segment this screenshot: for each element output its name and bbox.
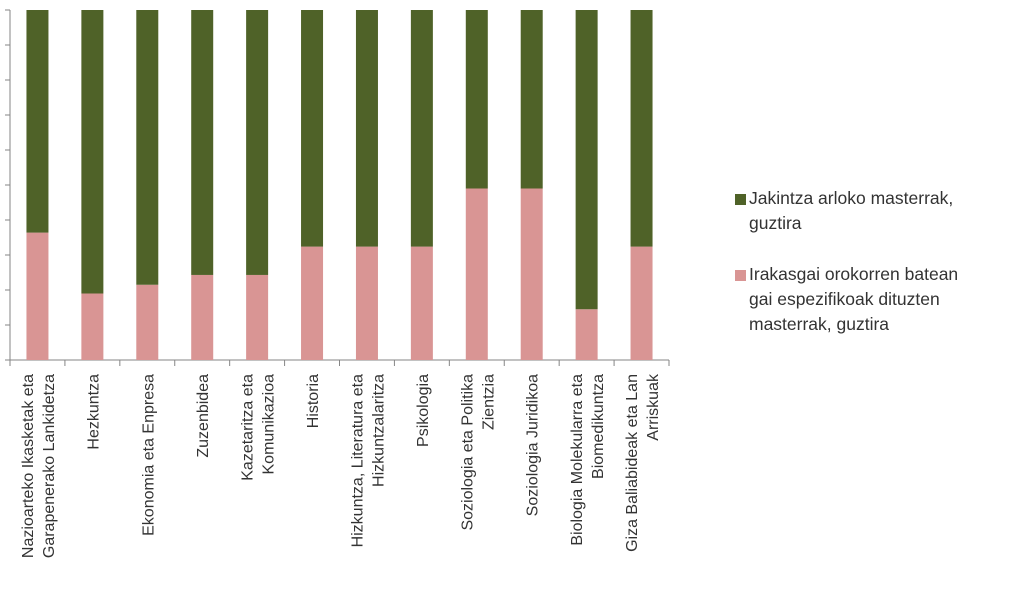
bar-segment-irakasgai [136,284,159,360]
bar-segment-jakintza [465,10,488,189]
legend-item-irakasgai: Irakasgai orokorren batean gai espezifik… [733,262,1019,337]
bar-segment-irakasgai [191,274,214,360]
bar-segment-irakasgai [465,188,488,360]
legend-label-jakintza-line1: Jakintza arloko masterrak, [749,188,954,208]
legend-item-jakintza: Jakintza arloko masterrak, guztira [733,186,1019,236]
legend-label-irakasgai-line3: masterrak, guztira [749,314,890,334]
bar-segment-jakintza [191,10,214,275]
x-tick-label: Soziologia eta Politika [459,374,476,531]
x-tick-label: Hezkuntza [85,374,102,450]
bar-segment-jakintza [81,10,104,294]
x-tick-label: Soziologia Juridikoa [525,374,542,516]
x-tick-label: Zientzia [480,374,497,430]
x-tick-label: Komunikazioa [261,374,278,475]
x-tick-label: Zuzenbidea [195,374,212,458]
x-tick-label: Psikologia [415,374,432,447]
bar-segment-irakasgai [630,246,653,360]
legend-label-irakasgai-line1: Irakasgai orokorren batean [749,264,959,284]
bar-segment-jakintza [136,10,159,285]
bar-segment-irakasgai [81,293,104,360]
bar-segment-jakintza [301,10,324,247]
bar-segment-jakintza [355,10,378,247]
x-tick-label: Kazetaritza eta [240,374,257,481]
bar-segment-irakasgai [26,232,49,360]
bar-segment-jakintza [246,10,269,275]
legend-swatch-jakintza [735,194,746,205]
x-tick-label: Biomedikuntza [590,374,607,479]
x-tick-label: Hizkuntza, Literatura eta [349,374,366,548]
x-tick-label: Hizkuntzalaritza [370,374,387,487]
legend: Jakintza arloko masterrak, guztira Iraka… [733,186,1019,337]
x-tick-label: Ekonomia eta Enpresa [140,374,157,536]
bar-segment-irakasgai [410,246,433,360]
x-tick-label: Garapenerako Lankidetza [41,374,58,558]
bar-segment-jakintza [575,10,598,310]
bar-segment-jakintza [26,10,49,233]
legend-swatch-irakasgai [735,270,746,281]
bar-segment-irakasgai [246,274,269,360]
legend-label-jakintza-line2: guztira [749,213,802,233]
bar-segment-irakasgai [575,309,598,360]
bar-segment-irakasgai [355,246,378,360]
legend-label-irakasgai-line2: gai espezifikoak dituzten [749,289,940,309]
bar-segment-irakasgai [520,188,543,360]
bar-segment-jakintza [520,10,543,189]
bar-segment-irakasgai [301,246,324,360]
bar-segment-jakintza [630,10,653,247]
x-tick-label: Historia [305,374,322,428]
x-tick-label: Biologia Molekularra eta [569,374,586,546]
bar-segment-jakintza [410,10,433,247]
x-tick-label: Arriskuak [645,373,662,441]
x-tick-label: Nazioarteko Ikasketak eta [20,374,37,558]
x-tick-label: Giza Baliabideak eta Lan [624,374,641,552]
